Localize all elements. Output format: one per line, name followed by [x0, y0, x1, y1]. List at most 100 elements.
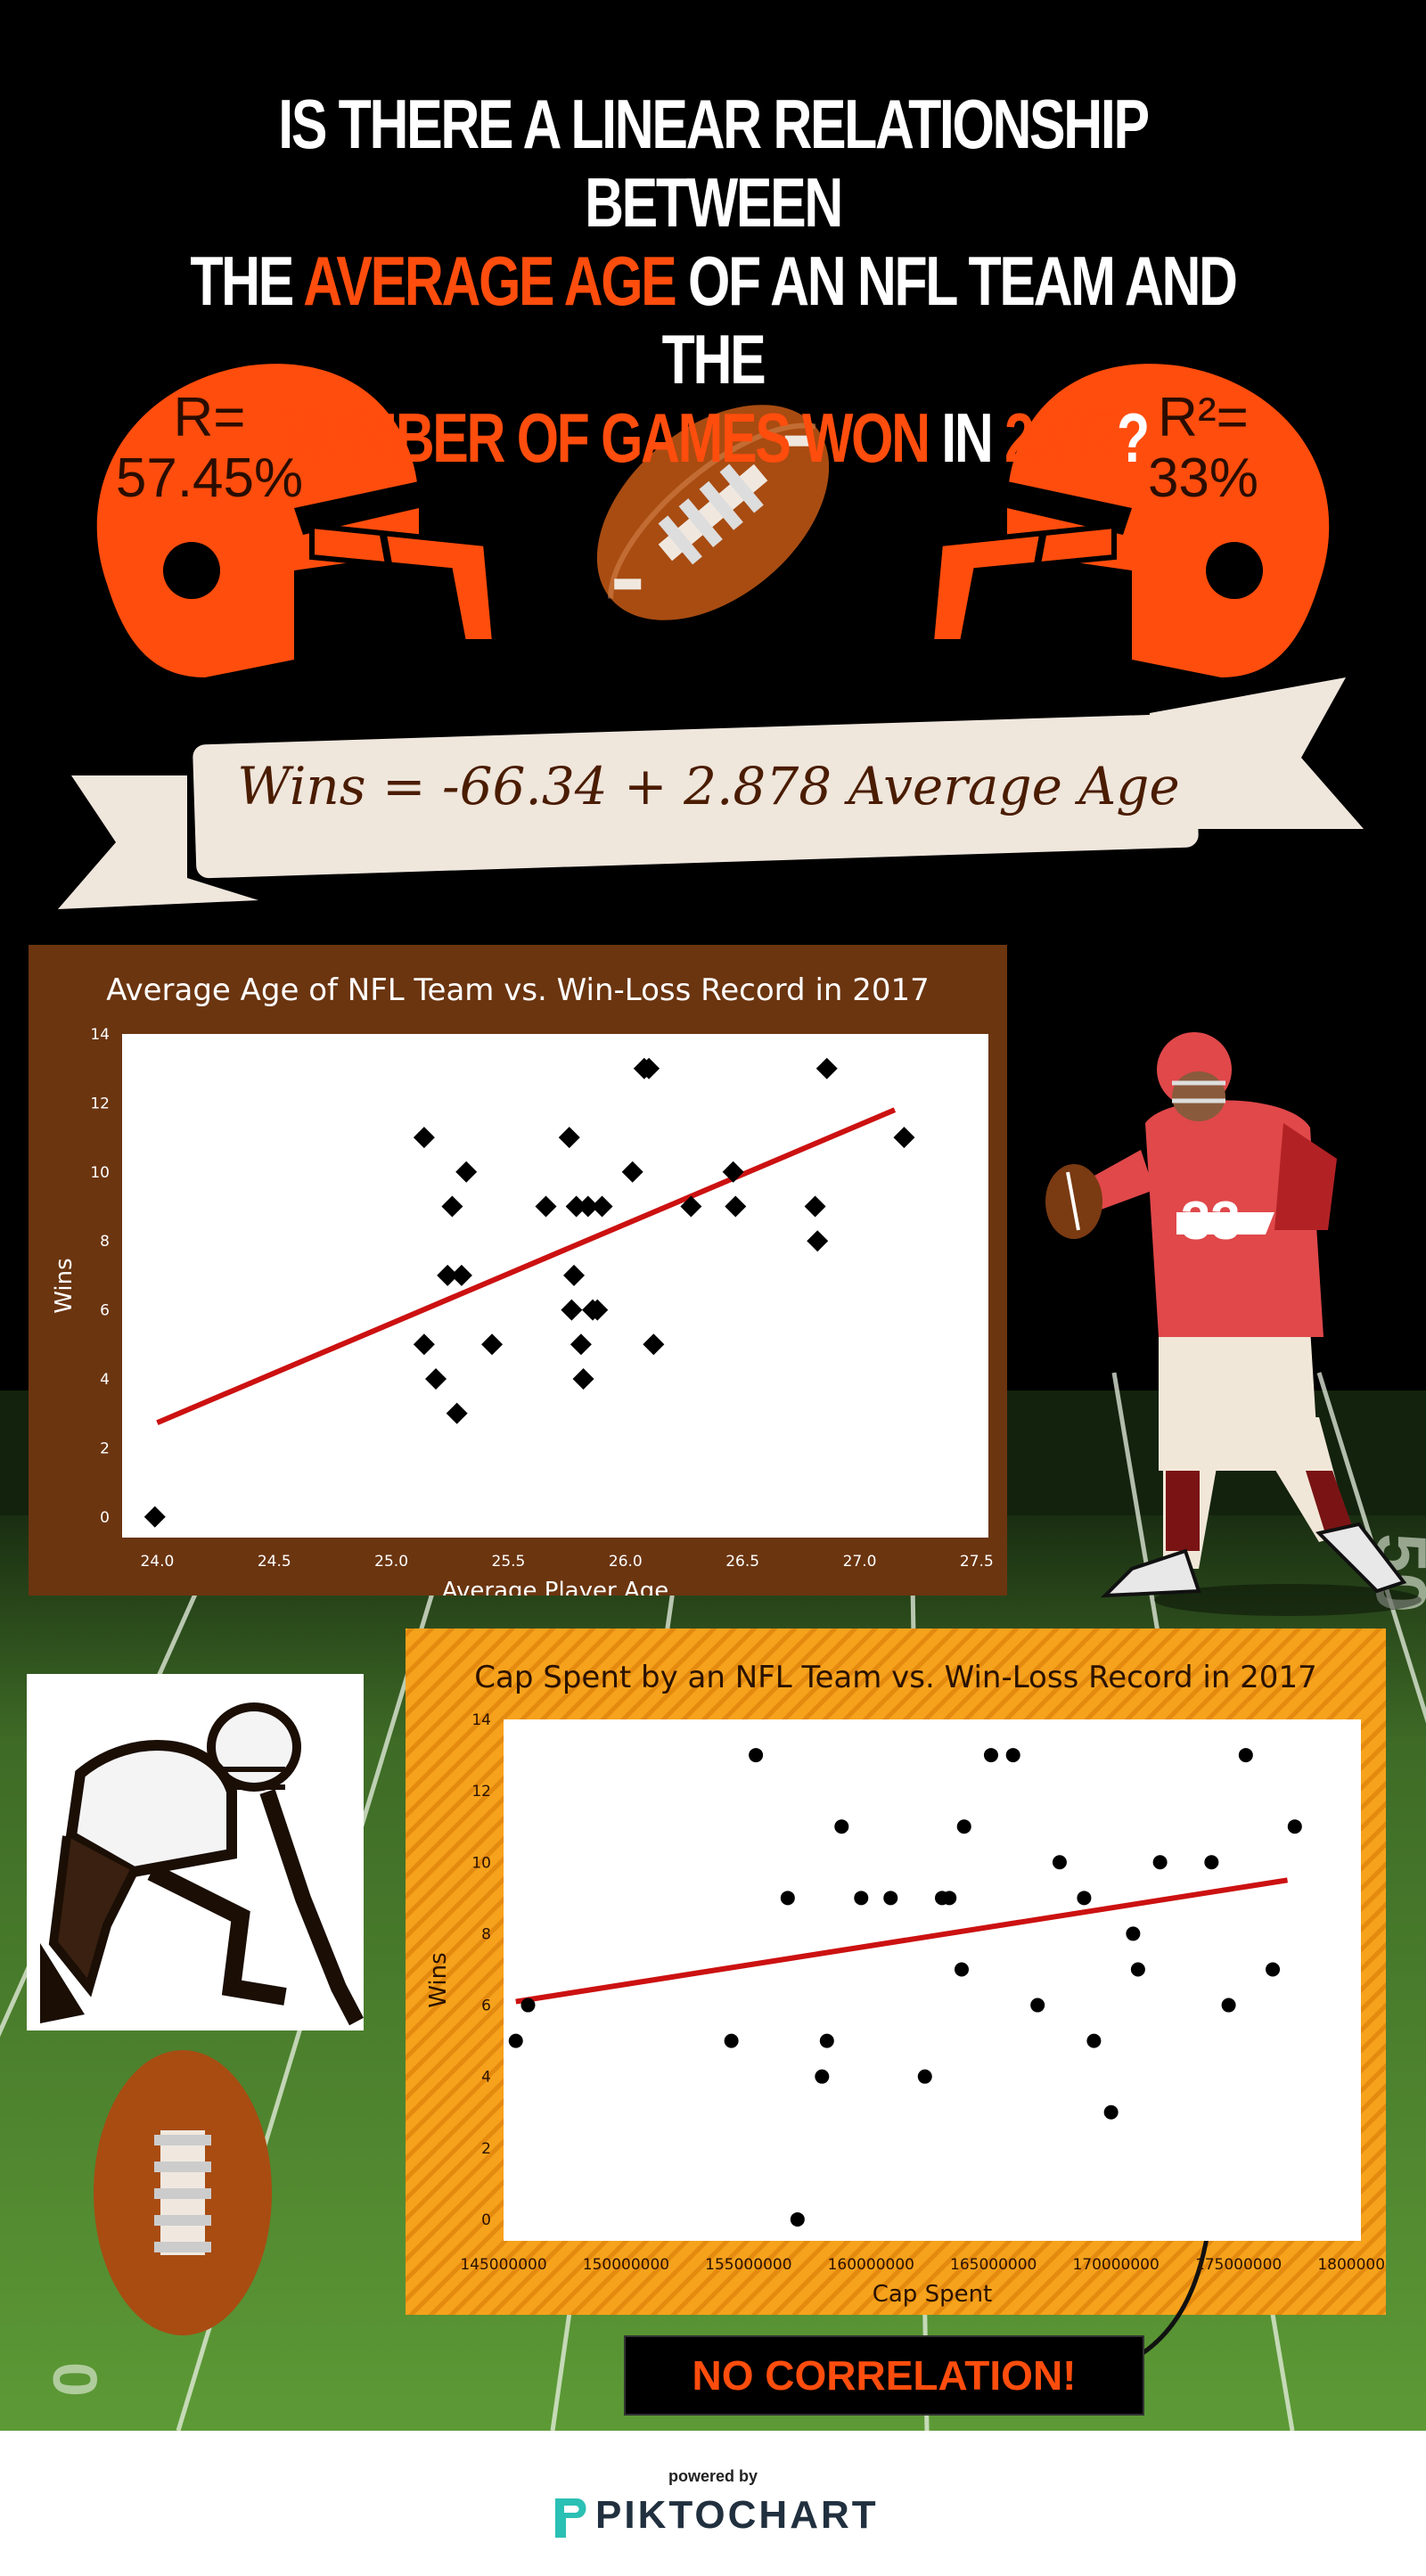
football-icon: [94, 2050, 272, 2335]
data-point: [1130, 1962, 1145, 1977]
data-point: [450, 1264, 472, 1286]
chart-title: Cap Spent by an NFL Team vs. Win-Loss Re…: [474, 1660, 1316, 1695]
data-point: [790, 2211, 805, 2227]
data-point: [1103, 2104, 1119, 2120]
data-point: [834, 1819, 849, 1834]
lineman-player-illustration: [27, 1674, 364, 2030]
data-point: [1152, 1855, 1168, 1870]
data-point: [1266, 1962, 1281, 1977]
data-point: [819, 2033, 834, 2048]
plot-area: [122, 1034, 988, 1538]
x-axis-label: Cap Spent: [873, 2281, 993, 2308]
football-icon: [596, 405, 830, 620]
data-point: [561, 1299, 583, 1321]
equation-banner: [58, 677, 1364, 909]
data-point: [804, 1195, 826, 1218]
x-tick-label: 165000000: [950, 2256, 1037, 2274]
y-tick-label: 4: [100, 1371, 110, 1389]
y-axis-label: Wins: [51, 1258, 78, 1313]
powered-by-label: powered by: [668, 2467, 758, 2485]
plot-area: [504, 1719, 1361, 2241]
y-tick-label: 2: [481, 2140, 491, 2158]
x-axis-label: Average Player Age: [442, 1578, 669, 1596]
trend-line: [156, 1107, 897, 1425]
x-tick-label: 26.5: [725, 1553, 759, 1571]
data-point: [1005, 1748, 1020, 1763]
y-tick-label: 8: [481, 1925, 491, 1943]
headline-line-1: IS THERE A LINEAR RELATIONSHIP BETWEEN: [278, 85, 1150, 242]
data-point: [437, 1264, 459, 1286]
data-point: [565, 1195, 587, 1218]
y-tick-label: 12: [90, 1095, 110, 1112]
data-point: [638, 1057, 660, 1079]
r-label: R=: [173, 387, 246, 448]
svg-text:0: 0: [40, 2362, 110, 2397]
data-point: [143, 1505, 166, 1528]
data-point: [942, 1891, 957, 1906]
data-point: [481, 1333, 504, 1356]
x-tick-label: 175000000: [1195, 2256, 1282, 2274]
data-point: [520, 1998, 536, 2013]
football-helmet-icon: [928, 364, 1330, 677]
data-point: [1126, 1926, 1141, 1941]
cap-vs-wins-chart: Cap Spent by an NFL Team vs. Win-Loss Re…: [425, 1660, 1386, 2308]
data-point: [441, 1195, 463, 1218]
data-point: [1077, 1891, 1092, 1906]
data-point: [724, 2033, 739, 2048]
y-tick-label: 2: [100, 1440, 110, 1457]
headline: IS THERE A LINEAR RELATIONSHIP BETWEEN T…: [184, 85, 1242, 477]
footer: [0, 2431, 1426, 2576]
data-point: [591, 1195, 613, 1218]
svg-text:33: 33: [1181, 1191, 1241, 1251]
data-point: [1052, 1855, 1067, 1870]
y-tick-label: 10: [471, 1854, 491, 1872]
x-tick-label: 24.5: [258, 1553, 291, 1571]
data-point: [680, 1195, 702, 1218]
data-point: [807, 1230, 829, 1252]
data-point: [749, 1748, 764, 1763]
piktochart-logo-icon: [555, 2498, 586, 2538]
data-point: [455, 1161, 478, 1183]
x-tick-label: 180000000: [1317, 2256, 1386, 2274]
headline-line-2: THE AVERAGE AGE OF AN NFL TEAM AND THE: [190, 242, 1238, 398]
data-point: [1030, 1998, 1045, 2013]
data-point: [563, 1264, 586, 1286]
data-point: [956, 1819, 971, 1834]
y-tick-label: 6: [100, 1302, 110, 1320]
y-tick-label: 6: [481, 1998, 491, 2015]
x-tick-label: 25.5: [492, 1553, 526, 1571]
data-point: [815, 1057, 838, 1079]
data-point: [570, 1333, 592, 1356]
football-helmet-icon: [96, 364, 498, 677]
x-tick-label: 160000000: [828, 2256, 914, 2274]
data-point: [983, 1748, 998, 1763]
regression-equation: Wins = -66.34 + 2.878 Average Age: [237, 756, 1180, 816]
data-point: [413, 1333, 435, 1356]
r2-label: R²=: [1158, 387, 1249, 448]
y-tick-label: 14: [471, 1711, 491, 1729]
data-point: [577, 1195, 599, 1218]
data-point: [893, 1127, 915, 1149]
x-tick-label: 27.0: [843, 1553, 877, 1571]
data-point: [917, 2069, 932, 2084]
age-vs-wins-chart: Average Age of NFL Team vs. Win-Loss Rec…: [51, 972, 994, 1596]
data-point: [854, 1891, 869, 1906]
data-point: [883, 1891, 898, 1906]
data-point: [1287, 1819, 1302, 1834]
x-tick-label: 27.5: [960, 1553, 994, 1571]
chart-title: Average Age of NFL Team vs. Win-Loss Rec…: [106, 972, 930, 1008]
data-point: [1086, 2033, 1102, 2048]
data-point: [425, 1367, 447, 1390]
no-correlation-callout: NO CORRELATION!: [624, 2335, 1144, 2416]
data-point: [1204, 1855, 1219, 1870]
r2-value: 33%: [1147, 447, 1259, 509]
y-tick-label: 8: [100, 1233, 110, 1251]
data-point: [572, 1367, 594, 1390]
brand-name: PIKTOCHART: [595, 2493, 879, 2537]
x-tick-label: 150000000: [583, 2256, 669, 2274]
data-point: [643, 1333, 665, 1356]
x-tick-label: 24.0: [140, 1553, 174, 1571]
data-point: [1238, 1748, 1253, 1763]
data-point: [621, 1161, 643, 1183]
y-tick-label: 14: [90, 1026, 110, 1044]
